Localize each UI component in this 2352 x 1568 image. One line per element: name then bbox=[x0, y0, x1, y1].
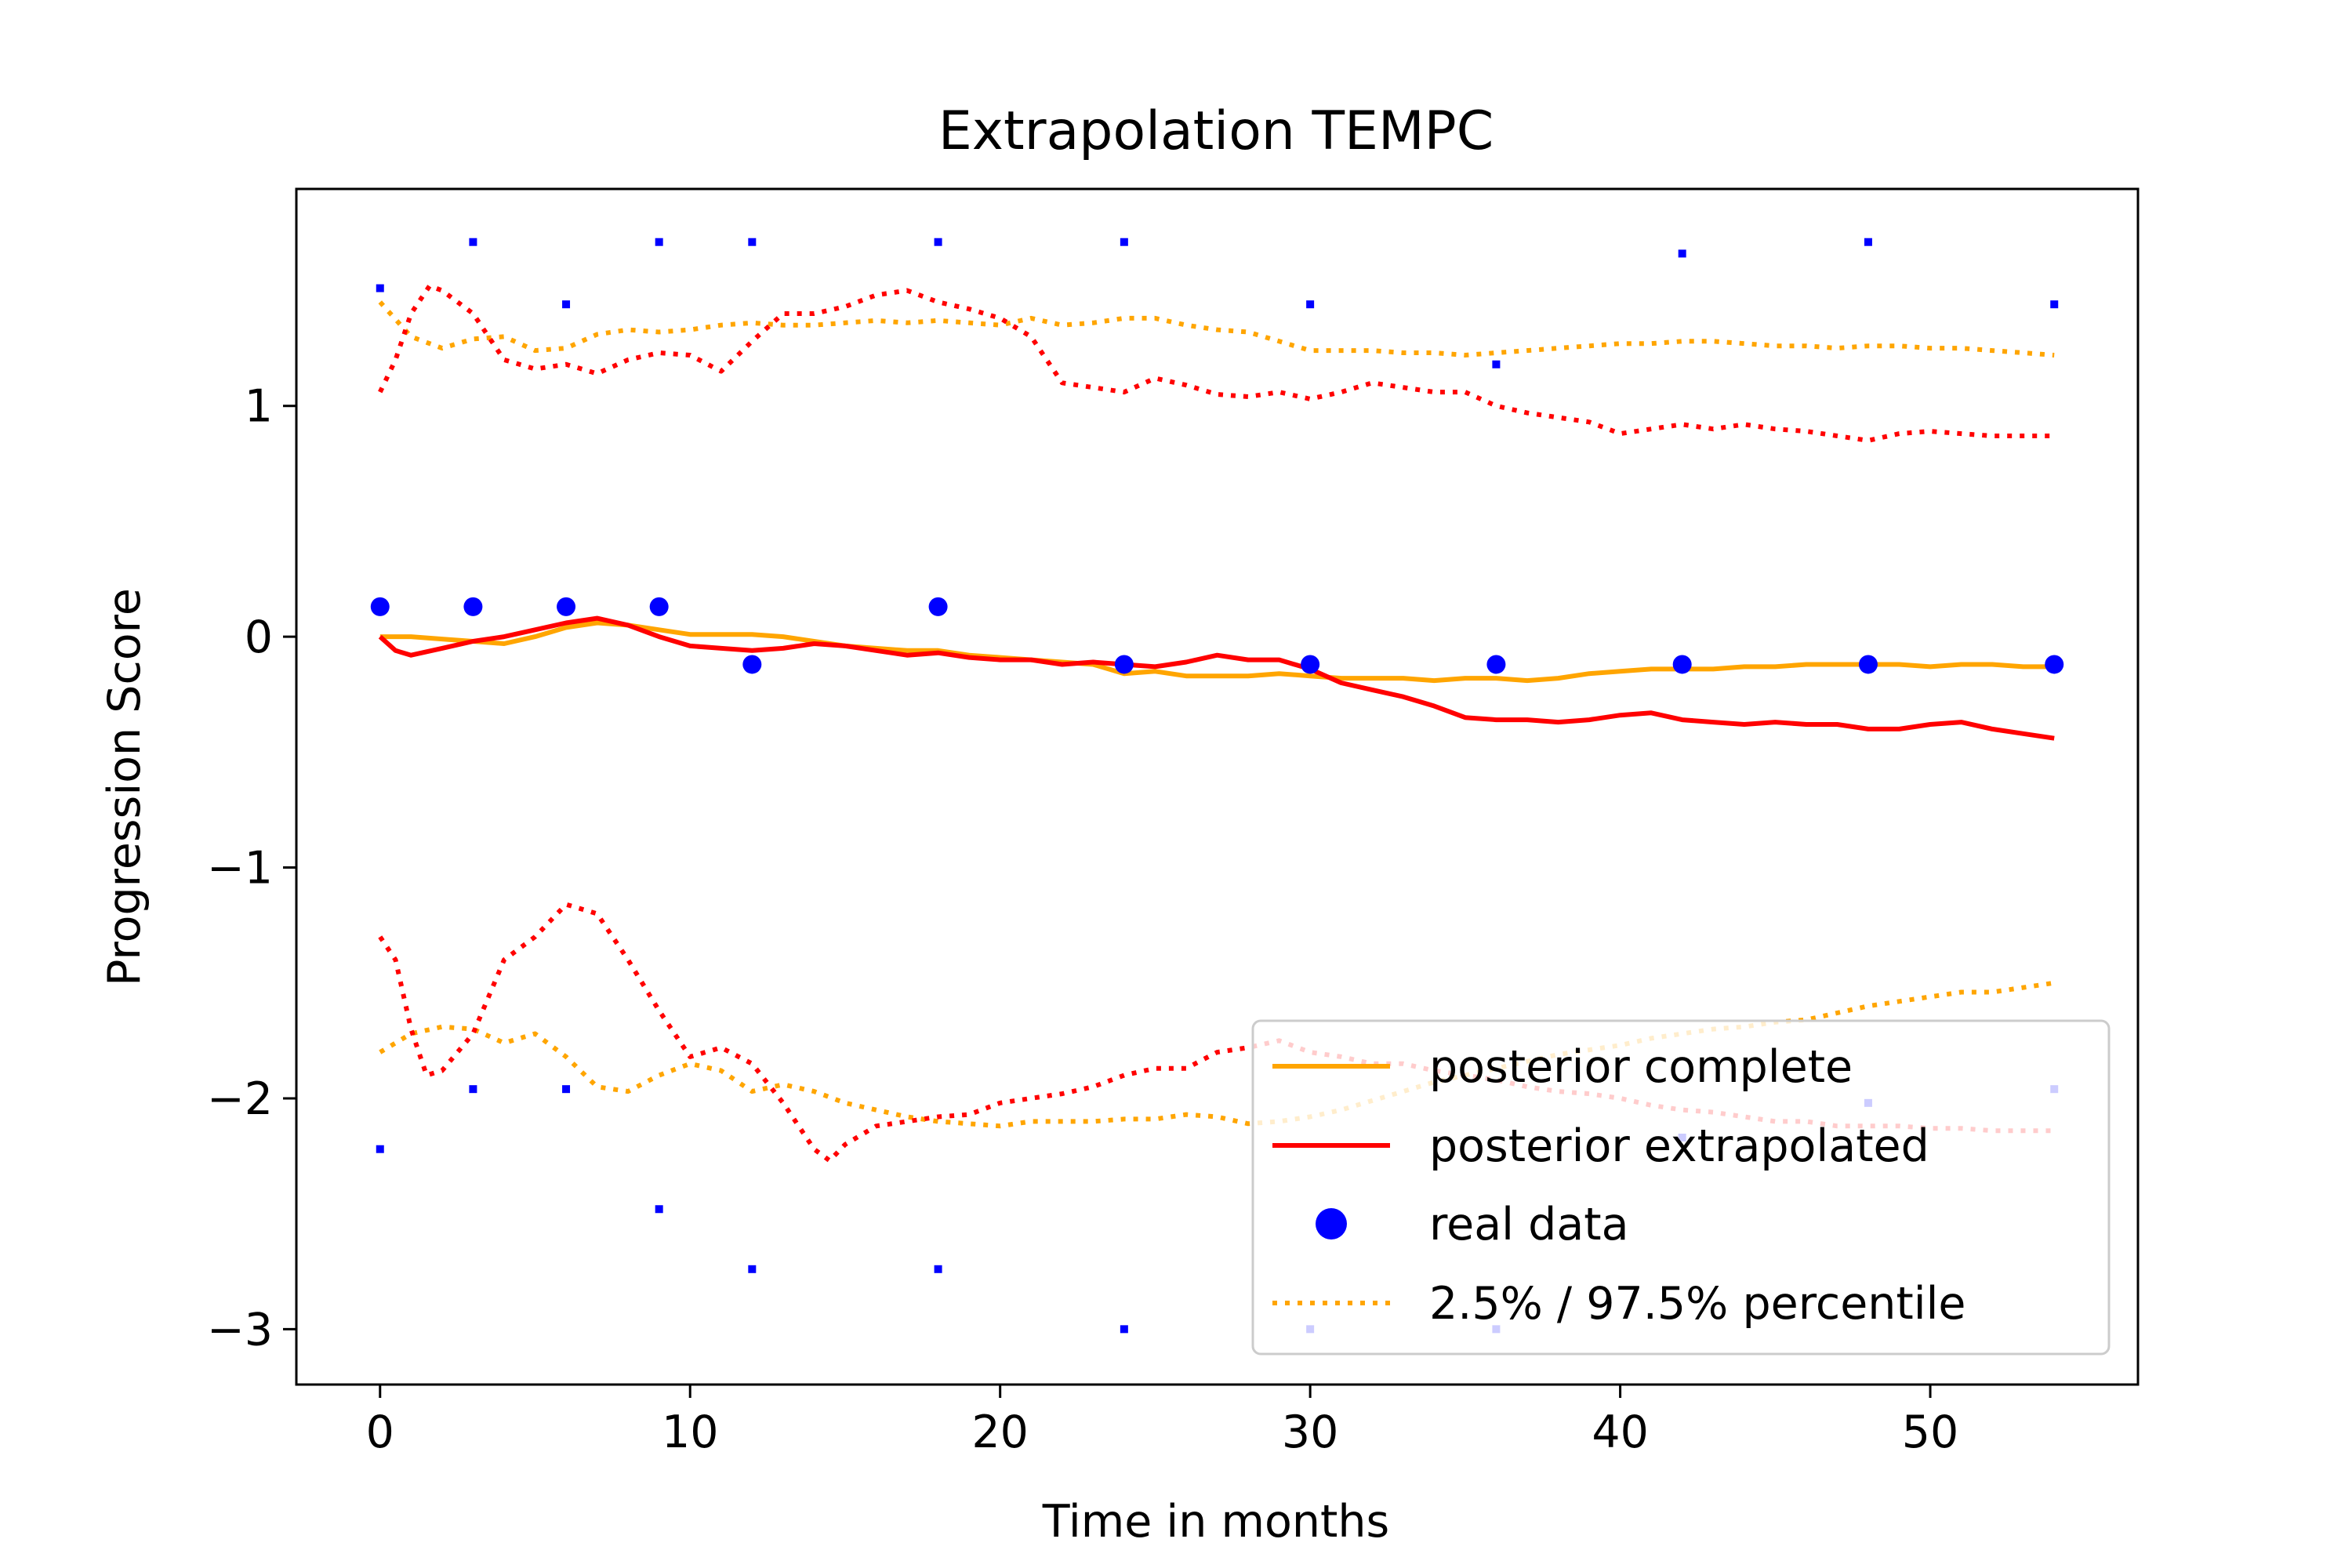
real-data-point bbox=[370, 597, 390, 616]
real-data-upper-bound-point bbox=[562, 300, 571, 309]
series-line-posterior-extrapolated-1 bbox=[378, 615, 2055, 741]
real-data-lower-bound-point bbox=[934, 1265, 942, 1273]
real-data-lower-bound-point bbox=[748, 1265, 757, 1273]
real-data-lower-bound-point bbox=[562, 1085, 571, 1094]
plot-frame bbox=[295, 187, 2140, 1386]
legend-label-posterior-extrapolated: posterior extrapolated bbox=[1429, 1120, 1929, 1172]
real-data-upper-bound-point bbox=[655, 238, 663, 246]
real-data-lower-bound-point bbox=[1120, 1325, 1128, 1334]
y-tick-label: 0 bbox=[245, 612, 273, 663]
legend-frame bbox=[1251, 1019, 2111, 1356]
series-line-posterior-complete-0 bbox=[379, 620, 2055, 684]
x-axis-label: Time in months bbox=[1042, 1496, 1389, 1548]
x-tick-label: 50 bbox=[1902, 1406, 1959, 1458]
real-data-upper-bound-point bbox=[2050, 300, 2059, 309]
y-axis-label: Progression Score bbox=[99, 588, 151, 986]
x-axis: 0 10 20 30 40 50 bbox=[366, 1385, 1959, 1458]
legend-swatch-real-data bbox=[1316, 1208, 1347, 1240]
series-line-2-5-97-5-percentile-2 bbox=[378, 300, 2055, 358]
legend-label-real-data: real data bbox=[1429, 1199, 1629, 1250]
real-data-upper-bound-point bbox=[469, 238, 477, 246]
y-tick-label: −3 bbox=[207, 1304, 273, 1356]
real-data-upper-bound-point bbox=[376, 284, 384, 292]
x-tick-label: 0 bbox=[366, 1406, 394, 1458]
y-axis: −3 −2 −1 0 1 bbox=[207, 381, 296, 1356]
x-tick-label: 20 bbox=[971, 1406, 1029, 1458]
real-data-upper-bound-point bbox=[1120, 238, 1128, 246]
legend-label-percentile: 2.5% / 97.5% percentile bbox=[1429, 1278, 1966, 1330]
legend-label-posterior-complete: posterior complete bbox=[1429, 1041, 1853, 1093]
real-data-point bbox=[742, 655, 762, 674]
real-data-lower-bound-point bbox=[655, 1205, 663, 1214]
real-data-point bbox=[1114, 655, 1134, 674]
y-tick-label: −1 bbox=[207, 843, 273, 895]
real-data-lower-bound-point bbox=[469, 1085, 477, 1094]
x-tick-label: 10 bbox=[662, 1406, 719, 1458]
real-data-point bbox=[2045, 655, 2064, 674]
real-data-point bbox=[557, 597, 576, 616]
real-data-upper-bound-point bbox=[1678, 249, 1686, 258]
real-data-lower-bound-point bbox=[376, 1145, 384, 1153]
y-tick-label: −2 bbox=[207, 1073, 273, 1125]
y-tick-label: 1 bbox=[245, 381, 273, 433]
x-tick-label: 30 bbox=[1282, 1406, 1339, 1458]
real-data-upper-bound-point bbox=[748, 238, 757, 246]
real-data-point bbox=[1858, 655, 1878, 674]
x-tick-label: 40 bbox=[1592, 1406, 1649, 1458]
real-data-point bbox=[1301, 655, 1320, 674]
real-data-upper-bound-point bbox=[1492, 360, 1501, 368]
real-data-point bbox=[649, 597, 669, 616]
real-data-point bbox=[463, 597, 483, 616]
real-data-upper-bound-point bbox=[1864, 238, 1872, 246]
real-data-point bbox=[1486, 655, 1506, 674]
real-data-point bbox=[928, 597, 948, 616]
real-data-point bbox=[1672, 655, 1692, 674]
real-data-upper-bound-point bbox=[934, 238, 942, 246]
real-data-upper-bound-point bbox=[1306, 300, 1315, 309]
legend: posterior complete posterior extrapolate… bbox=[1251, 1019, 2111, 1356]
chart-title: Extrapolation TEMPC bbox=[938, 100, 1494, 162]
series-line-band-4 bbox=[378, 283, 2055, 443]
